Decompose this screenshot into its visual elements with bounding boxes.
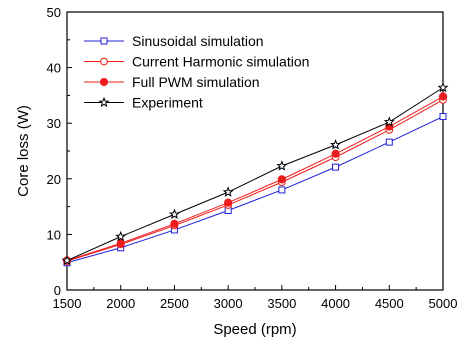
x-tick-label: 2500	[160, 296, 189, 311]
y-tick-label: 50	[47, 5, 61, 20]
legend-item: Full PWM simulation	[84, 74, 260, 90]
series-4	[61, 81, 449, 266]
x-tick-label: 3000	[214, 296, 243, 311]
marker-filled-circle	[331, 149, 340, 158]
legend: Sinusoidal simulation Current Harmonic si…	[84, 33, 309, 111]
x-tick-label: 3500	[267, 296, 296, 311]
marker-open-star	[61, 254, 73, 266]
x-tick-label: 4000	[321, 296, 350, 311]
series-line	[66, 96, 444, 262]
legend-label: Full PWM simulation	[132, 74, 260, 90]
marker-filled-circle	[277, 175, 286, 184]
series-line	[66, 116, 444, 264]
marker-open-star	[437, 81, 449, 93]
marker-open-square	[278, 186, 286, 194]
x-axis-ticks: 1500 2000 2500 3000 3500 4000 4500 5000	[53, 285, 458, 311]
x-axis-label: Speed (rpm)	[213, 321, 296, 338]
marker-open-star	[330, 139, 342, 150]
legend-item: Experiment	[84, 95, 203, 111]
marker-open-star	[98, 96, 110, 108]
y-tick-label: 10	[47, 227, 61, 242]
series-line	[66, 99, 444, 262]
legend-label: Experiment	[132, 95, 203, 111]
marker-open-circle	[100, 57, 108, 66]
series-layer	[61, 81, 449, 267]
legend-label: Current Harmonic simulation	[132, 54, 309, 70]
marker-open-star	[276, 160, 288, 171]
marker-open-square	[100, 37, 108, 45]
marker-open-square	[332, 163, 340, 171]
y-axis-label: Core loss (W)	[15, 105, 32, 197]
marker-filled-circle	[224, 198, 233, 207]
marker-filled-circle	[116, 239, 125, 248]
marker-open-star	[115, 230, 127, 242]
y-axis-ticks: 0 10 20 30 40 50	[47, 5, 72, 298]
marker-open-star	[383, 116, 395, 127]
marker-open-square	[439, 113, 447, 121]
x-tick-label: 4500	[375, 296, 404, 311]
y-tick-label: 0	[54, 283, 61, 298]
y-tick-label: 20	[47, 172, 61, 187]
x-tick-label: 5000	[429, 296, 458, 311]
marker-open-star	[168, 208, 180, 220]
marker-open-star	[222, 186, 234, 197]
marker-filled-circle	[99, 77, 109, 87]
series-line	[66, 87, 444, 261]
y-tick-label: 30	[47, 116, 61, 131]
x-tick-label: 1500	[53, 296, 82, 311]
x-tick-label: 2000	[106, 296, 135, 311]
legend-item: Sinusoidal simulation	[84, 33, 264, 49]
y-tick-label: 40	[47, 61, 61, 76]
marker-filled-circle	[438, 92, 448, 101]
legend-label: Sinusoidal simulation	[132, 33, 264, 49]
legend-item: Current Harmonic simulation	[84, 54, 309, 70]
marker-filled-circle	[170, 219, 179, 228]
marker-open-square	[385, 138, 393, 146]
